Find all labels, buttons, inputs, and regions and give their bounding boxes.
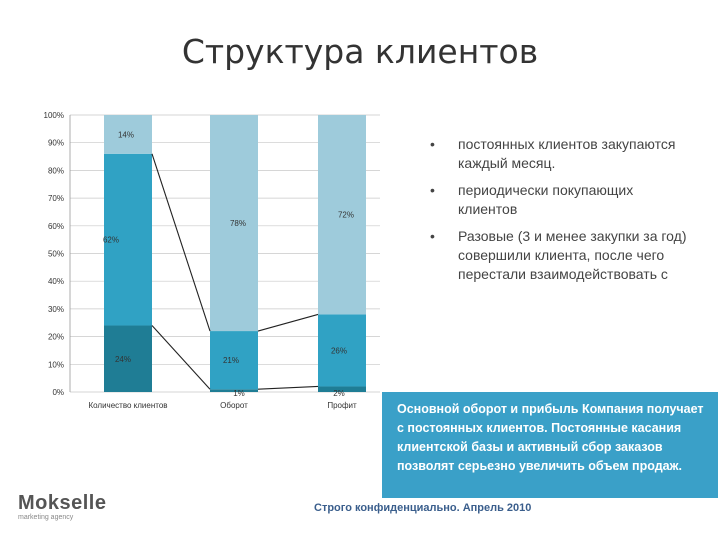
- bullet-icon: •: [430, 228, 435, 244]
- y-tick-label: 60%: [48, 222, 64, 231]
- x-category-label: Оборот: [220, 401, 248, 410]
- page-title: Структура клиентов: [181, 32, 539, 71]
- connector-line: [151, 153, 211, 332]
- bullet-list: • постоянных клиентов закупаются каждый …: [430, 135, 690, 292]
- x-category-label: Количество клиентов: [88, 401, 167, 410]
- data-label: 14%: [118, 130, 134, 139]
- company-logo: Mokselle marketing agency: [18, 492, 106, 522]
- bar-segment: [318, 386, 366, 392]
- connector-line: [151, 325, 211, 390]
- bar-segment: [104, 153, 152, 326]
- x-category-label: Профит: [327, 401, 357, 410]
- bullet-item: • постоянных клиентов закупаются каждый …: [430, 135, 690, 173]
- y-tick-label: 20%: [48, 333, 64, 342]
- y-tick-label: 0%: [52, 388, 64, 397]
- bullet-item: • Разовые (3 и менее закупки за год) сов…: [430, 227, 690, 284]
- confidential-footer: Строго конфиденциально. Апрель 2010: [314, 502, 532, 514]
- bullet-text: постоянных клиентов закупаются каждый ме…: [458, 136, 676, 171]
- bar-segment: [104, 115, 152, 154]
- y-tick-label: 30%: [48, 305, 64, 314]
- data-label: 72%: [338, 211, 354, 220]
- bullet-icon: •: [430, 136, 435, 152]
- data-label: 62%: [103, 236, 119, 245]
- stacked-bar-chart: 0% 10% 20% 30% 40% 50% 60% 70% 80% 90% 100% 24% 1% 2%…: [44, 111, 380, 410]
- logo-tagline: marketing agency: [18, 514, 74, 521]
- data-label: 1%: [233, 389, 245, 398]
- bar-segment: [210, 389, 258, 392]
- bar-segment: [318, 115, 366, 315]
- callout-box: Основной оборот и прибыль Компания получ…: [382, 392, 718, 498]
- y-tick-label: 100%: [44, 111, 64, 120]
- data-label: 21%: [223, 356, 239, 365]
- y-tick-label: 10%: [48, 360, 64, 369]
- y-tick-label: 80%: [48, 166, 64, 175]
- y-tick-label: 50%: [48, 250, 64, 259]
- data-label: 78%: [230, 219, 246, 228]
- bar-segment: [318, 314, 366, 387]
- connector-line: [257, 313, 319, 332]
- bullet-text: Разовые (3 и менее закупки за год) совер…: [458, 228, 687, 282]
- data-label: 26%: [331, 346, 347, 355]
- y-tick-label: 70%: [48, 194, 64, 203]
- bar-segment: [104, 325, 152, 392]
- data-label: 2%: [333, 389, 345, 398]
- bar-segment: [210, 331, 258, 390]
- connector-line: [257, 385, 319, 390]
- bullet-item: • периодически покупающих клиентов: [430, 181, 690, 219]
- logo-name: Mokselle: [18, 492, 107, 514]
- bullet-text: периодически покупающих клиентов: [458, 182, 634, 217]
- y-tick-label: 90%: [48, 139, 64, 148]
- bullet-icon: •: [430, 182, 435, 198]
- data-label: 24%: [115, 355, 131, 364]
- callout-text: Основной оборот и прибыль Компания получ…: [397, 402, 704, 473]
- y-tick-label: 40%: [48, 277, 64, 286]
- bar-segment: [210, 115, 258, 332]
